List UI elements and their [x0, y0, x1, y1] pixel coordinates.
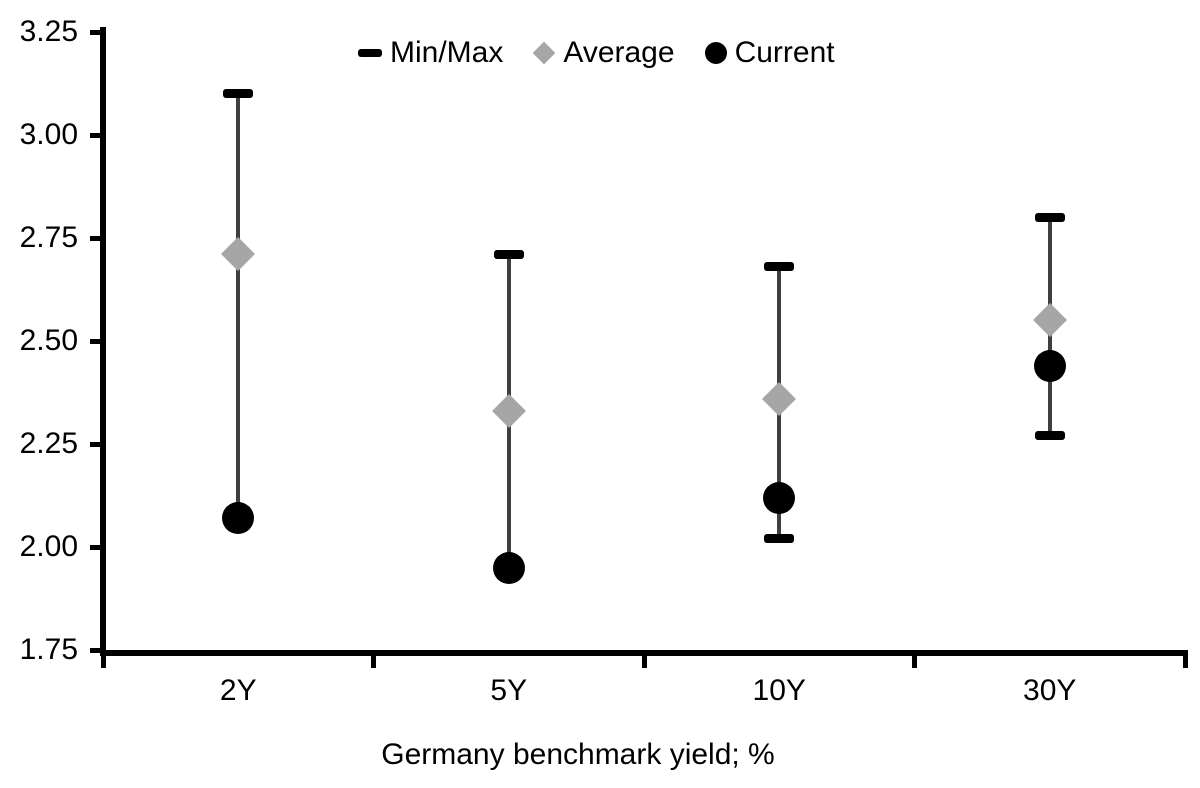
legend-label-minmax: Min/Max	[390, 36, 504, 69]
y-tick	[90, 236, 104, 241]
x-tick	[100, 650, 106, 668]
x-tick	[1182, 650, 1188, 668]
y-tick	[90, 339, 104, 344]
average-marker	[1032, 303, 1067, 338]
y-tick	[90, 133, 104, 138]
y-tick-label: 2.50	[19, 324, 78, 357]
min-cap-marker	[1034, 431, 1065, 441]
legend-item-minmax: Min/Max	[358, 36, 503, 70]
average-marker	[762, 381, 797, 416]
current-marker	[1033, 349, 1066, 382]
minmax-range-line	[236, 93, 241, 519]
average-diamond-icon	[533, 41, 556, 65]
y-tick	[90, 442, 104, 447]
x-tick	[371, 650, 376, 668]
y-tick	[90, 30, 104, 35]
y-tick	[90, 545, 104, 550]
legend-label-current: Current	[734, 36, 835, 69]
y-tick-label: 1.75	[19, 633, 78, 666]
max-cap-marker	[493, 249, 524, 259]
x-category-label: 10Y	[752, 674, 806, 707]
y-tick-label: 3.00	[19, 118, 78, 151]
max-cap-marker	[223, 89, 254, 99]
legend: Min/Max Average Current	[358, 36, 835, 70]
x-category-label: 30Y	[1023, 674, 1077, 707]
max-cap-marker	[764, 262, 795, 272]
y-tick-label: 2.25	[19, 427, 78, 460]
current-circle-icon	[704, 42, 727, 64]
min-cap-marker	[764, 534, 795, 544]
max-cap-marker	[1034, 212, 1065, 222]
x-tick	[912, 650, 917, 668]
average-marker	[491, 394, 526, 429]
y-tick-label: 2.75	[19, 221, 78, 254]
x-axis-title: Germany benchmark yield; %	[381, 738, 775, 771]
current-marker	[492, 551, 525, 584]
current-marker	[222, 502, 255, 535]
average-marker	[221, 237, 256, 272]
legend-label-average: Average	[563, 36, 675, 69]
legend-item-average: Average	[533, 36, 675, 70]
legend-item-current: Current	[704, 36, 835, 70]
x-tick	[641, 650, 647, 668]
y-tick-label: 3.25	[19, 15, 78, 48]
minmax-dash-icon	[358, 49, 382, 57]
current-marker	[763, 481, 796, 514]
y-tick	[90, 648, 104, 653]
x-category-label: 5Y	[490, 674, 528, 707]
x-category-label: 2Y	[219, 674, 257, 707]
y-tick-label: 2.00	[19, 530, 78, 563]
